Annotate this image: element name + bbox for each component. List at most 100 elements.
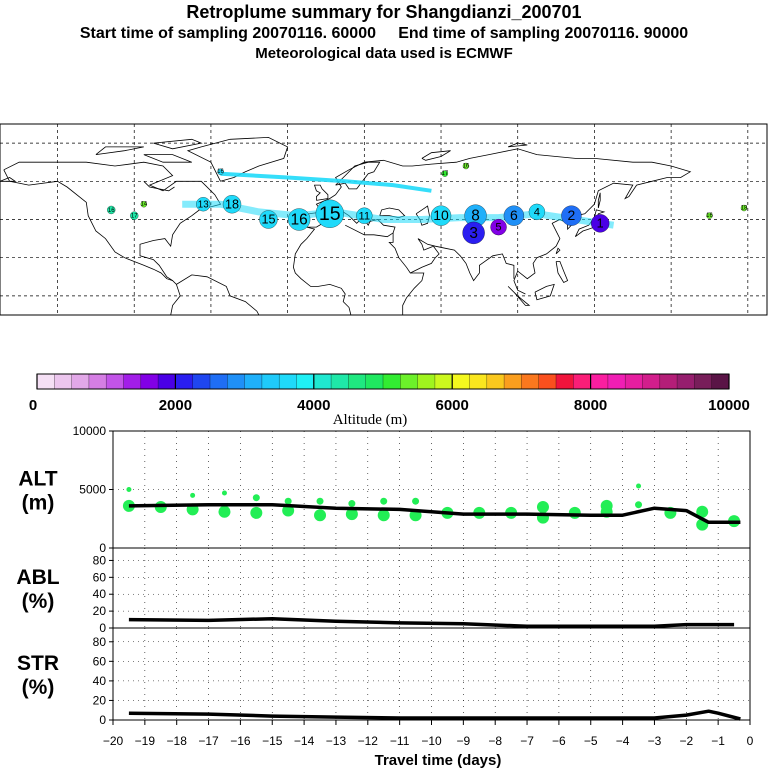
- coastline-segment: [186, 136, 289, 182]
- colorbar-swatch: [417, 374, 436, 389]
- y-tick-label: 0: [99, 713, 106, 727]
- x-tick-label: −2: [679, 734, 693, 748]
- plume-marker-label: 2: [568, 207, 576, 223]
- coastline-segment: [507, 286, 531, 306]
- alt-marker: [636, 483, 642, 489]
- coastline-segment: [292, 226, 352, 316]
- series-line-str: [128, 709, 741, 721]
- alt-marker: [250, 506, 263, 519]
- panel-alt: 0 5000 10000 ALT (m): [18, 424, 751, 555]
- x-axis: −20 −19 −18 −17 −16 −15 −14 −13 −12 −11 −10 −9 −8 −7−…: [103, 720, 754, 748]
- y-tick-label: 0: [99, 621, 106, 635]
- series-line-abl: [128, 616, 735, 629]
- colorbar-swatch: [71, 374, 90, 389]
- plume-marker: [706, 212, 713, 219]
- x-tick-label: −9: [457, 734, 471, 748]
- coastline-segment: [0, 177, 17, 182]
- plume-marker: [217, 168, 224, 175]
- colorbar-swatch: [556, 374, 574, 389]
- coastline-segment: [534, 283, 555, 301]
- plume-marker-label: 13: [198, 199, 209, 210]
- x-tick-label: −18: [167, 734, 188, 748]
- map-graticule: [0, 124, 767, 315]
- colorbar-swatch: [261, 374, 280, 389]
- alt-marker: [218, 505, 231, 518]
- coastline-segment: [176, 274, 260, 316]
- colorbar-swatch: [140, 374, 159, 389]
- plume-marker-label: 3: [469, 225, 478, 242]
- alt-marker: [380, 497, 388, 505]
- alt-marker: [635, 501, 643, 509]
- y-tick-label: 80: [93, 635, 107, 649]
- plume-marker-label: 6: [510, 207, 518, 223]
- plume-marker-label: 16: [463, 163, 470, 169]
- coastline-segment: [555, 261, 569, 284]
- colorbar-swatch: [711, 374, 730, 389]
- plume-marker: [287, 208, 311, 231]
- panel-str: 0 20 40 60 80 STR (%): [17, 627, 751, 727]
- x-tick-label: −8: [488, 734, 502, 748]
- colorbar-tick-label: 4000: [297, 397, 330, 414]
- plume-marker: [462, 221, 485, 245]
- plume-path: [220, 171, 432, 193]
- plume-marker-label: 17: [442, 171, 449, 177]
- plume-marker-label: 1: [597, 216, 604, 230]
- y-tick-label: 80: [93, 553, 107, 567]
- plume-marker-label: 15: [261, 213, 275, 227]
- alt-marker: [282, 504, 295, 517]
- colorbar-swatch: [279, 374, 297, 389]
- altitude-colorbar: 0 2000 4000 6000 8000 10000: [29, 373, 750, 414]
- plume-marker: [490, 218, 507, 236]
- x-tick-label: −4: [616, 734, 630, 748]
- y-tick-label: 20: [93, 604, 107, 618]
- y-axis-label: ALT (m): [18, 468, 57, 515]
- colorbar-swatch: [521, 374, 539, 389]
- plume-marker-label: 16: [108, 208, 115, 214]
- plume-marker-label: 14: [140, 202, 147, 208]
- y-tick-label: 20: [93, 693, 107, 707]
- colorbar-swatch: [573, 374, 591, 389]
- alt-marker: [412, 497, 420, 505]
- colorbar-label: Altitude (m): [333, 412, 408, 428]
- y-tick-label: 0: [99, 541, 106, 555]
- colorbar-swatch: [158, 374, 176, 389]
- x-tick-label: −3: [648, 734, 662, 748]
- x-tick-label: −11: [390, 734, 410, 748]
- colorbar-swatch: [175, 374, 193, 389]
- alt-marker: [696, 505, 709, 518]
- plume-marker: [107, 205, 116, 215]
- colorbar-swatch: [642, 374, 661, 389]
- plume-marker: [740, 204, 748, 212]
- colorbar-swatch: [106, 374, 124, 389]
- sampling-times: Start time of sampling 20070116. 60000 E…: [79, 25, 689, 42]
- plume-marker: [503, 205, 525, 226]
- coastline-segment: [421, 150, 451, 161]
- colorbar-tick-label: 8000: [574, 397, 607, 414]
- colorbar-swatch: [313, 374, 332, 389]
- alt-marker: [314, 509, 327, 522]
- plume-marker: [528, 203, 546, 221]
- x-tick-label: −12: [358, 734, 379, 748]
- x-tick-label: −1: [711, 734, 725, 748]
- x-tick-label: −17: [198, 734, 219, 748]
- y-tick-label: 5000: [79, 483, 106, 497]
- colorbar-swatch: [88, 374, 107, 389]
- alt-marker: [377, 509, 390, 522]
- plume-marker-label: 8: [471, 208, 480, 225]
- colorbar-swatch: [244, 374, 263, 389]
- colorbar-swatch: [469, 374, 488, 389]
- colorbar-swatch: [434, 374, 453, 389]
- plume-marker: [259, 210, 278, 229]
- alt-marker: [221, 490, 227, 496]
- colorbar-swatch: [452, 374, 470, 389]
- plume-marker-label: 5: [495, 222, 501, 234]
- coastline-segment: [410, 238, 515, 282]
- plume-marker-label: 18: [741, 205, 748, 211]
- colorbar-swatch: [538, 374, 557, 389]
- coastline-segment: [306, 148, 692, 295]
- x-tick-label: −19: [135, 734, 156, 748]
- y-axis-label: STR (%): [17, 652, 59, 699]
- plume-marker-label: 16: [291, 211, 308, 228]
